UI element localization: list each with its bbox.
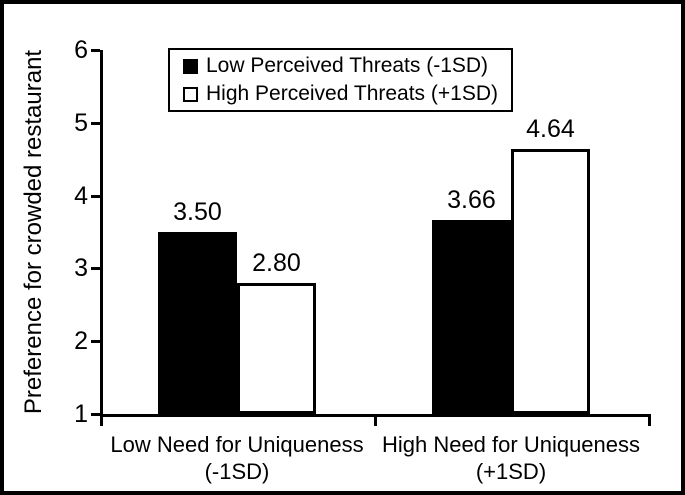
y-axis-line bbox=[100, 50, 103, 417]
x-axis-tick bbox=[374, 414, 377, 426]
y-tick-label: 5 bbox=[74, 108, 88, 137]
bar-high-threat bbox=[237, 282, 316, 414]
y-axis-tick bbox=[91, 413, 100, 416]
x-axis-tick bbox=[648, 414, 651, 426]
legend-entry: Low Perceived Threats (-1SD) bbox=[183, 53, 511, 79]
x-axis-tick bbox=[100, 414, 103, 426]
bar-value-label: 4.64 bbox=[526, 115, 575, 143]
x-category-label: Low Need for Uniqueness (-1SD) bbox=[100, 431, 374, 485]
bar-value-label: 3.66 bbox=[447, 186, 496, 215]
y-axis-tick bbox=[91, 340, 100, 344]
bar-value-label: 2.80 bbox=[252, 248, 301, 277]
y-tick-label: 6 bbox=[74, 36, 88, 64]
y-tick-label: 2 bbox=[74, 327, 88, 356]
bar-value-label: 3.50 bbox=[173, 198, 222, 226]
y-axis-title: Preference for crowded restaurant bbox=[20, 49, 47, 415]
y-tick-label: 1 bbox=[74, 400, 88, 428]
bar-low-threat bbox=[432, 220, 511, 414]
bar-high-threat bbox=[511, 149, 590, 414]
x-category-label: High Need for Uniqueness (+1SD) bbox=[374, 431, 648, 485]
x-category-line1: High Need for Uniqueness bbox=[381, 432, 641, 457]
y-tick-label: 4 bbox=[74, 181, 88, 210]
y-axis-tick bbox=[91, 49, 100, 52]
bar-low-threat bbox=[158, 232, 237, 414]
legend-label: Low Perceived Threats (-1SD) bbox=[206, 54, 489, 77]
x-category-line2: (+1SD) bbox=[475, 459, 547, 484]
y-axis-tick bbox=[91, 194, 100, 198]
legend-label: High Perceived Threats (+1SD) bbox=[206, 82, 498, 105]
y-axis-tick bbox=[91, 267, 100, 271]
y-tick-label: 3 bbox=[74, 254, 88, 283]
x-category-line1: Low Need for Uniqueness bbox=[110, 432, 364, 457]
x-category-line2: (-1SD) bbox=[204, 459, 270, 484]
y-axis-tick bbox=[91, 121, 100, 125]
chart-legend: Low Perceived Threats (-1SD) High Percei… bbox=[168, 48, 513, 112]
legend-swatch-white-icon bbox=[183, 86, 198, 102]
legend-swatch-black-icon bbox=[183, 58, 198, 74]
legend-entry: High Perceived Threats (+1SD) bbox=[183, 81, 511, 107]
